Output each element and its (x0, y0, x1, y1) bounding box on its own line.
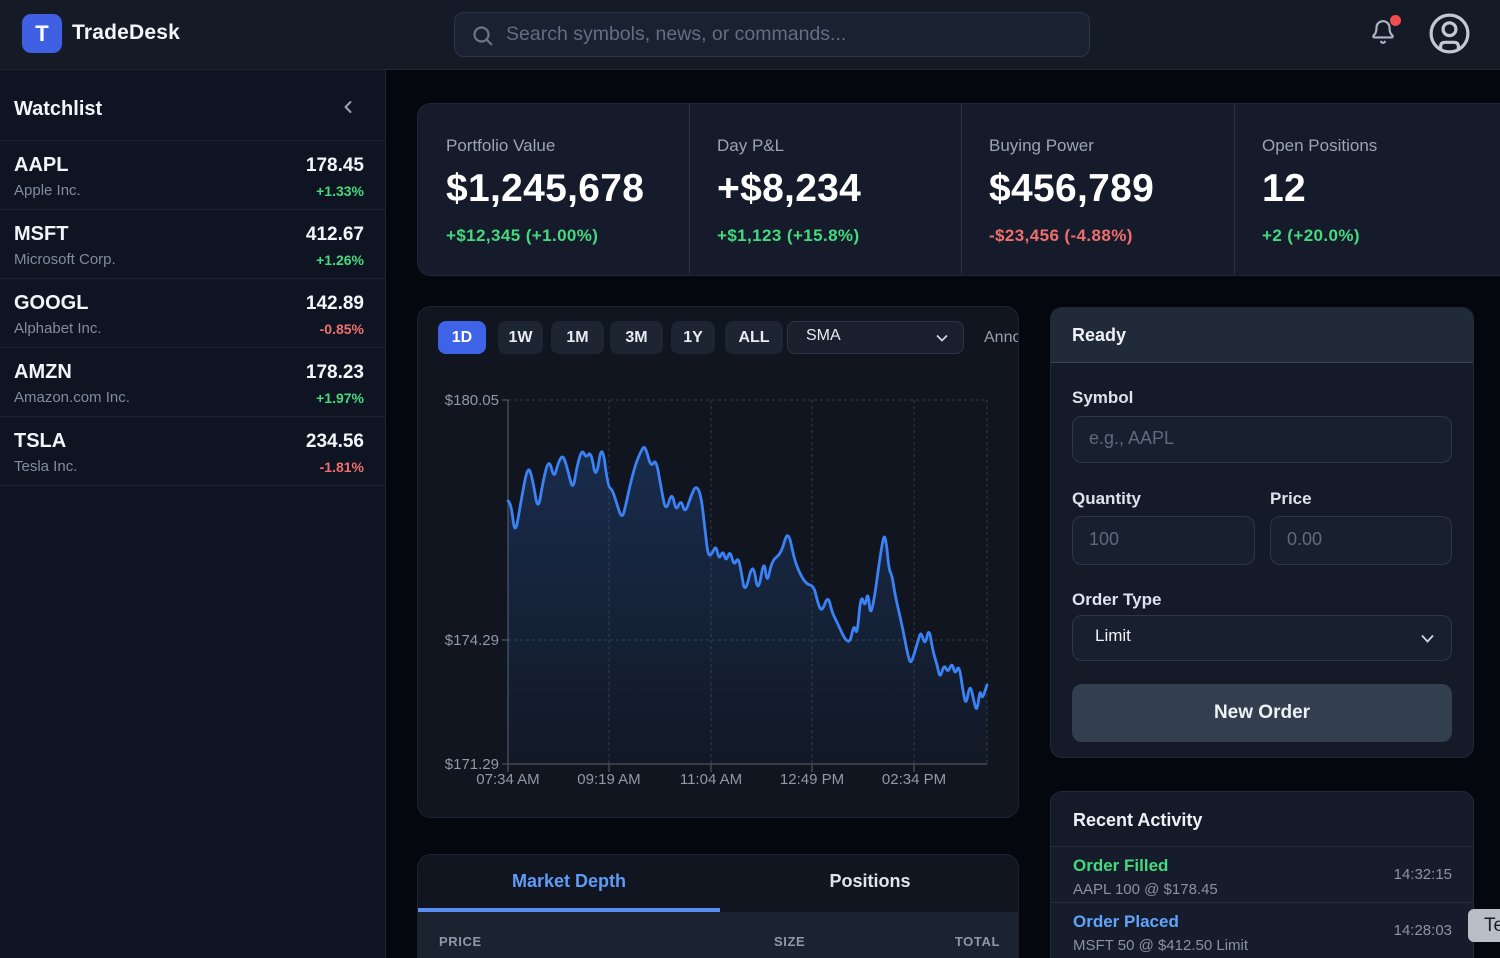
svg-text:$174.29: $174.29 (445, 632, 499, 649)
svg-text:12:49 PM: 12:49 PM (780, 771, 844, 788)
svg-text:$180.05: $180.05 (445, 392, 499, 409)
svg-text:07:34 AM: 07:34 AM (476, 771, 539, 788)
svg-text:$171.29: $171.29 (445, 756, 499, 773)
svg-text:02:34 PM: 02:34 PM (882, 771, 946, 788)
svg-text:09:19 AM: 09:19 AM (577, 771, 640, 788)
svg-text:11:04 AM: 11:04 AM (680, 771, 742, 788)
